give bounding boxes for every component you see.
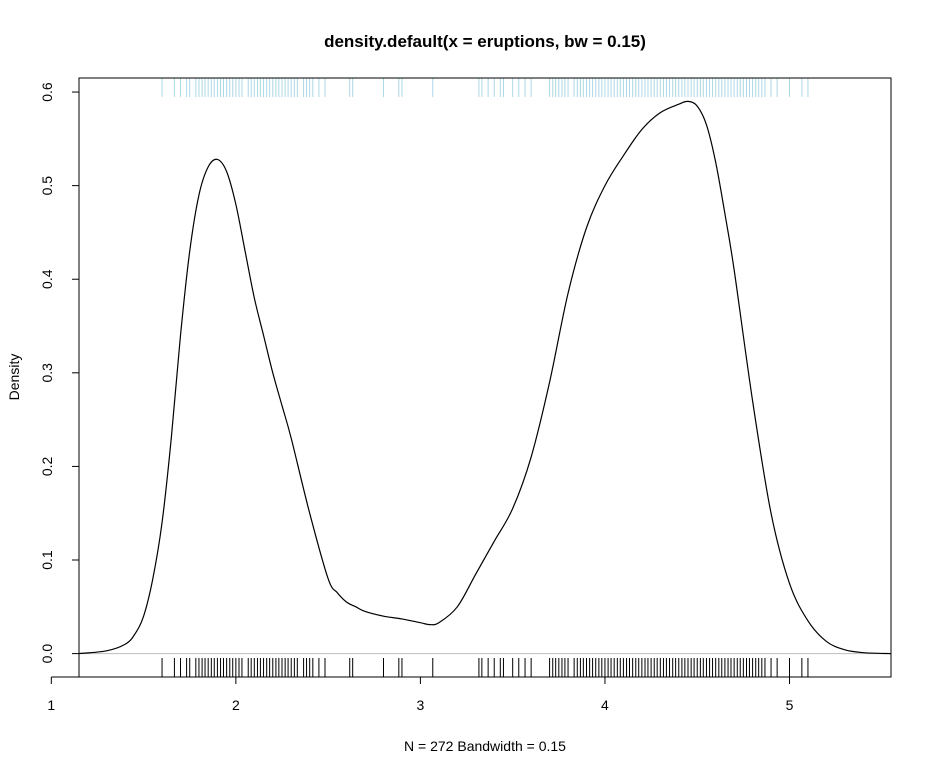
y-tick-label: 0.3 [39,363,55,383]
x-tick-label: 5 [786,697,794,713]
rug-top [161,78,809,97]
y-tick-label: 0.5 [39,176,55,196]
x-tick-label: 4 [601,697,609,713]
y-axis-label: Density [6,354,22,401]
chart-title: density.default(x = eruptions, bw = 0.15… [324,32,646,51]
x-tick-label: 1 [47,697,55,713]
plot-frame [78,77,892,678]
y-axis: 0.0 0.1 0.2 0.3 0.4 0.5 0.6 [39,82,80,664]
rug-bottom [161,658,809,677]
x-tick-label: 3 [417,697,425,713]
y-tick-label: 0.6 [39,82,55,102]
x-tick-label: 2 [232,697,240,713]
density-line [78,100,892,655]
y-tick-label: 0.0 [39,644,55,664]
y-tick-label: 0.2 [39,456,55,476]
x-axis: 1 2 3 4 5 [47,676,794,713]
y-tick-label: 0.4 [39,269,55,289]
x-axis-label: N = 272 Bandwidth = 0.15 [404,738,566,754]
density-series [78,100,892,655]
y-tick-label: 0.1 [39,550,55,570]
